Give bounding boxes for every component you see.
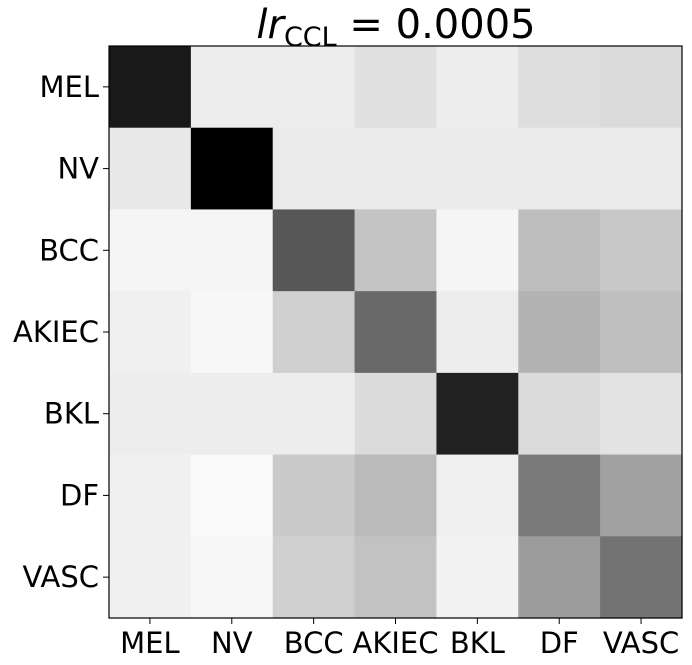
heatmap-cell [190, 46, 274, 129]
heatmap-cell [109, 127, 192, 211]
x-tick-label: BKL [450, 626, 505, 660]
heatmap-cell [436, 127, 519, 211]
heatmap-cell [272, 372, 356, 456]
heatmap-cell [354, 127, 438, 211]
x-tick-label: BCC [284, 626, 344, 660]
heatmap-cell [190, 372, 274, 456]
heatmap-cell [272, 291, 356, 374]
heatmap-cell [109, 372, 192, 456]
y-tick-label: VASC [23, 560, 99, 594]
heatmap-cell [518, 46, 601, 129]
x-tick-label: AKIEC [353, 626, 439, 660]
x-axis-ticks: MEL NV BCC AKIEC BKL DF VASC [120, 618, 679, 660]
x-tick-label: VASC [603, 626, 679, 660]
heatmap-cell [190, 127, 274, 211]
heatmap-cell [272, 536, 356, 619]
heatmap-cell [272, 46, 356, 129]
heatmap-cell [109, 46, 192, 129]
heatmap-cell [600, 46, 683, 129]
heatmap-cell [354, 46, 438, 129]
heatmap-cell [518, 454, 601, 537]
x-tick-label: DF [540, 626, 579, 660]
chart-title: lrCCL = 0.0005 [256, 2, 535, 53]
heatmap-cell [109, 209, 192, 292]
heatmap-cell [600, 291, 683, 374]
heatmap-cell [109, 291, 192, 374]
heatmap-cell [600, 127, 683, 211]
heatmap-cells [109, 46, 683, 619]
heatmap-cell [600, 372, 683, 456]
heatmap-cell [436, 291, 519, 374]
title-equals: = [337, 2, 396, 48]
heatmap-cell [109, 454, 192, 537]
heatmap-cell [436, 46, 519, 129]
heatmap-cell [518, 209, 601, 292]
heatmap-cell [190, 291, 274, 374]
heatmap-cell [600, 536, 683, 619]
heatmap-cell [354, 291, 438, 374]
heatmap-cell [518, 127, 601, 211]
heatmap-cell [272, 454, 356, 537]
heatmap-cell [436, 209, 519, 292]
heatmap-cell [272, 127, 356, 211]
heatmap-cell [354, 372, 438, 456]
y-tick-label: NV [57, 152, 99, 186]
heatmap-cell [354, 454, 438, 537]
heatmap-cell [354, 209, 438, 292]
heatmap-cell [190, 454, 274, 537]
title-variable: lr [256, 2, 286, 48]
heatmap-cell [436, 454, 519, 537]
heatmap-cell [518, 536, 601, 619]
heatmap-cell [600, 209, 683, 292]
heatmap-cell [518, 372, 601, 456]
heatmap-cell [109, 536, 192, 619]
y-tick-label: BCC [39, 233, 99, 267]
heatmap-cell [600, 454, 683, 537]
heatmap-cell [518, 291, 601, 374]
y-tick-label: BKL [44, 397, 99, 431]
heatmap-cell [190, 209, 274, 292]
heatmap-cell [436, 536, 519, 619]
title-value: 0.0005 [396, 2, 536, 48]
heatmap-cell [436, 372, 519, 456]
heatmap-cell [190, 536, 274, 619]
heatmap-cell [272, 209, 356, 292]
x-tick-label: MEL [120, 626, 180, 660]
heatmap-cell [354, 536, 438, 619]
y-tick-label: AKIEC [13, 315, 99, 349]
y-axis-ticks: MEL NV BCC AKIEC BKL DF VASC [13, 70, 109, 594]
x-tick-label: NV [211, 626, 253, 660]
y-tick-label: DF [60, 478, 99, 512]
y-tick-label: MEL [39, 70, 99, 104]
